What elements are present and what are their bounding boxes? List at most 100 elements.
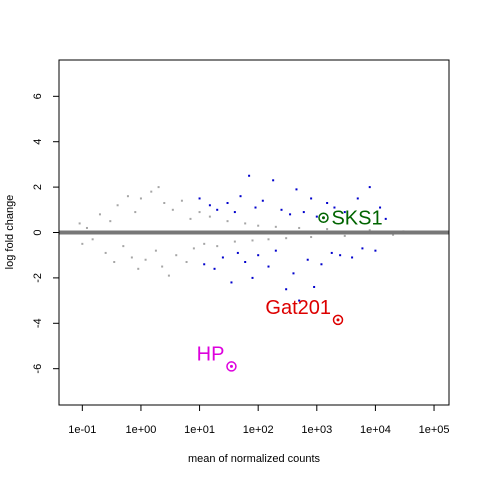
point-not-significant xyxy=(122,245,125,248)
point-significant xyxy=(230,281,233,284)
point-not-significant xyxy=(130,256,133,259)
point-significant xyxy=(285,288,288,291)
point-significant xyxy=(254,206,257,209)
point-not-significant xyxy=(137,267,140,270)
point-not-significant xyxy=(267,238,270,241)
point-not-significant xyxy=(85,226,88,229)
y-tick-label: -2 xyxy=(32,273,44,283)
point-significant xyxy=(221,256,224,259)
point-not-significant xyxy=(144,258,147,261)
x-tick-label: 1e+01 xyxy=(184,424,215,436)
x-tick-label: 1e+03 xyxy=(301,424,332,436)
point-significant xyxy=(216,208,219,211)
point-significant xyxy=(244,261,247,264)
point-significant xyxy=(302,211,305,214)
point-not-significant xyxy=(185,261,188,264)
y-tick-label: -6 xyxy=(32,364,44,374)
point-not-significant xyxy=(139,197,142,200)
point-significant xyxy=(289,213,292,216)
point-significant xyxy=(343,211,346,214)
point-significant xyxy=(203,263,206,266)
point-not-significant xyxy=(189,217,192,220)
point-not-significant xyxy=(244,222,247,225)
point-not-significant xyxy=(150,190,153,193)
point-not-significant xyxy=(203,242,206,245)
point-not-significant xyxy=(78,222,81,225)
point-not-significant xyxy=(154,249,157,252)
highlight-layer: SKS1 Gat201 HP xyxy=(197,208,383,372)
point-not-significant xyxy=(192,247,195,250)
y-tick-label: 6 xyxy=(32,93,44,99)
point-not-significant xyxy=(104,251,107,254)
point-not-significant xyxy=(167,274,170,277)
point-not-significant xyxy=(126,195,129,198)
point-significant xyxy=(379,206,382,209)
point-significant xyxy=(198,197,201,200)
point-not-significant xyxy=(81,242,84,245)
point-significant xyxy=(298,299,301,302)
points-layer xyxy=(78,174,405,302)
point-significant xyxy=(272,179,275,182)
y-tick-label: 2 xyxy=(32,184,44,190)
x-tick-label: 1e+02 xyxy=(243,424,274,436)
point-significant xyxy=(295,188,298,191)
highlight-marker-sks1 xyxy=(318,212,329,223)
point-not-significant xyxy=(98,213,101,216)
gene-label-gat201: Gat201 xyxy=(265,297,331,319)
point-significant xyxy=(339,254,342,257)
point-not-significant xyxy=(171,208,174,211)
point-significant xyxy=(226,201,229,204)
y-axis: -6 -4 -2 0 2 4 6 xyxy=(32,93,59,374)
point-significant xyxy=(313,285,316,288)
point-not-significant xyxy=(198,211,201,214)
gene-label-sks1: SKS1 xyxy=(331,208,382,230)
point-not-significant xyxy=(368,229,371,232)
point-significant xyxy=(267,265,270,268)
point-not-significant xyxy=(161,265,164,268)
point-significant xyxy=(208,204,211,207)
point-significant xyxy=(306,258,309,261)
point-significant xyxy=(315,215,318,218)
point-significant xyxy=(351,256,354,259)
point-significant xyxy=(310,197,313,200)
point-not-significant xyxy=(226,220,229,223)
point-not-significant xyxy=(109,220,112,223)
point-significant xyxy=(257,254,260,257)
x-tick-label: 1e+05 xyxy=(419,424,450,436)
point-not-significant xyxy=(208,215,211,218)
point-not-significant xyxy=(175,254,178,257)
point-not-significant xyxy=(257,224,260,227)
point-not-significant xyxy=(134,211,137,214)
y-tick-label: 0 xyxy=(32,229,44,235)
highlight-marker-gat201 xyxy=(332,314,344,326)
point-not-significant xyxy=(157,186,160,189)
point-not-significant xyxy=(343,234,346,237)
point-not-significant xyxy=(285,237,288,240)
point-significant xyxy=(236,251,239,254)
x-tick-label: 1e-01 xyxy=(68,424,96,436)
highlight-point-hp xyxy=(229,364,233,368)
x-axis: 1e-01 1e+00 1e+01 1e+02 1e+03 1e+04 1e+05 xyxy=(68,405,449,436)
point-significant xyxy=(251,276,254,279)
point-significant xyxy=(239,195,242,198)
highlight-point-gat201 xyxy=(336,318,340,322)
point-significant xyxy=(356,197,359,200)
y-tick-label: -4 xyxy=(32,318,44,328)
point-not-significant xyxy=(298,226,301,229)
point-not-significant xyxy=(251,239,254,242)
point-not-significant xyxy=(274,225,277,228)
point-not-significant xyxy=(180,199,183,202)
point-significant xyxy=(374,249,377,252)
point-significant xyxy=(384,217,387,220)
x-tick-label: 1e+04 xyxy=(360,424,391,436)
y-tick-label: 4 xyxy=(32,139,44,145)
gene-label-hp: HP xyxy=(197,343,225,365)
point-not-significant xyxy=(233,240,236,243)
x-tick-label: 1e+00 xyxy=(125,424,156,436)
point-significant xyxy=(261,199,264,202)
point-not-significant xyxy=(310,236,313,239)
highlight-marker-hp xyxy=(226,361,237,372)
point-significant xyxy=(274,249,277,252)
point-significant xyxy=(330,251,333,254)
